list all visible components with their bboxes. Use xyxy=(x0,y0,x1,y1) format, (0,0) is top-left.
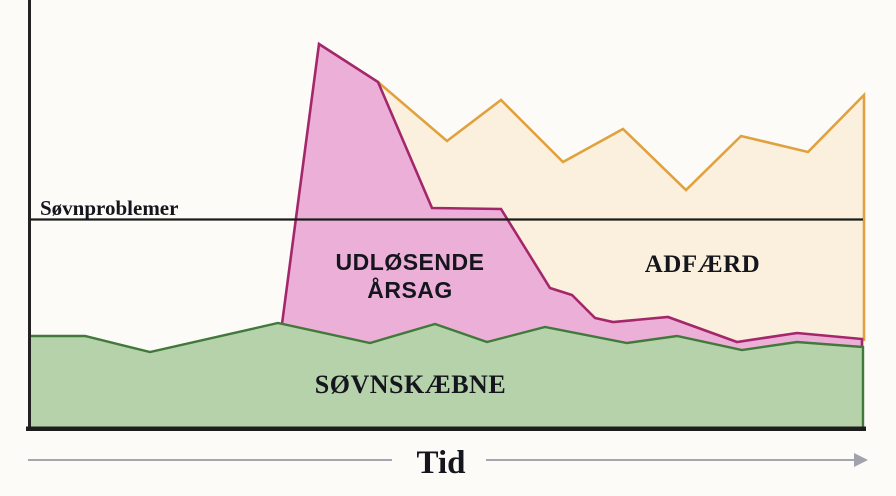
region-label-precipitating-line1: UDLØSENDE xyxy=(335,249,485,275)
threshold-label: Søvnproblemer xyxy=(40,196,179,220)
predisposing-area xyxy=(28,323,863,429)
region-label-precipitating-line2: ÅRSAG xyxy=(367,277,453,303)
time-axis-label: Tid xyxy=(416,445,466,481)
area-chart xyxy=(26,0,866,432)
region-label-predisposing: SØVNSKÆBNE xyxy=(314,370,507,399)
time-arrow-line-left xyxy=(28,459,392,461)
region-label-perpetuating: ADFÆRD xyxy=(644,251,761,278)
precipitating-line xyxy=(280,41,864,348)
region-label-precipitating: UDLØSENDE ÅRSAG xyxy=(310,248,510,304)
time-arrow-line-right xyxy=(486,459,854,461)
predisposing-line xyxy=(28,321,865,427)
time-arrow-head-icon xyxy=(854,453,868,467)
perpetuating-line xyxy=(377,81,866,341)
